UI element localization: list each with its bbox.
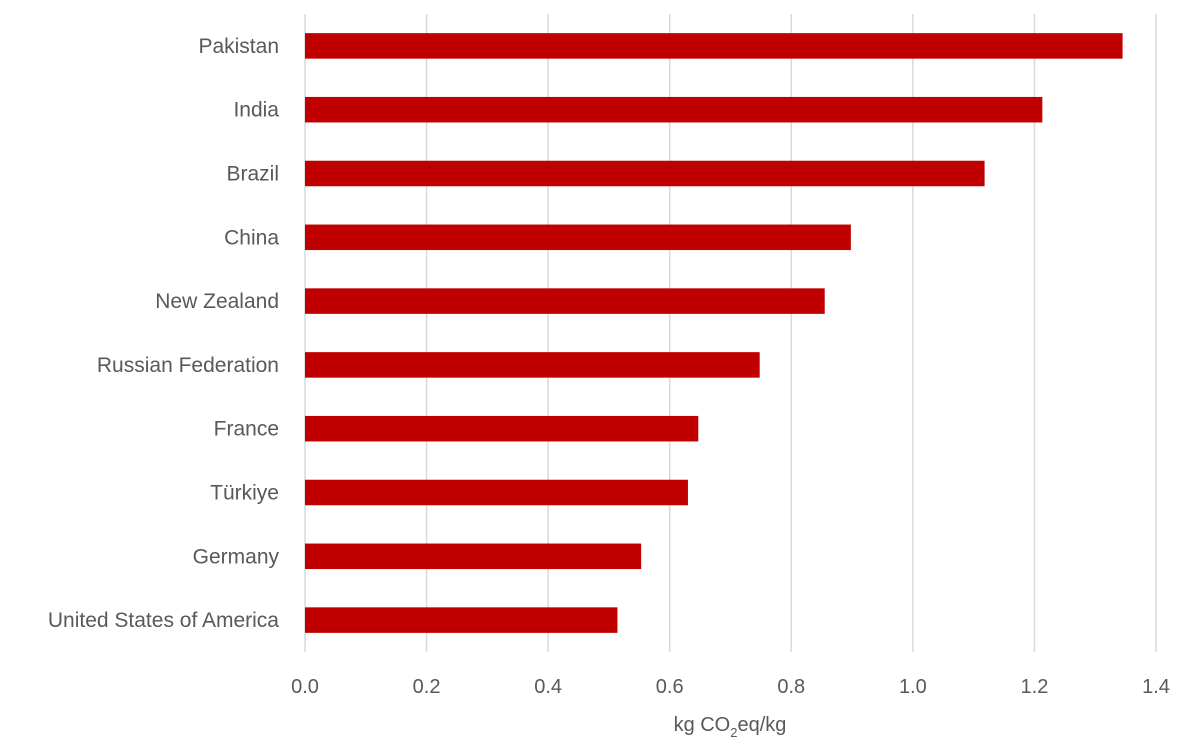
x-axis-title-prefix: kg CO bbox=[674, 714, 731, 736]
x-tick-label: 0.2 bbox=[413, 676, 441, 698]
x-tick-labels: 0.0 0.2 0.4 0.6 0.8 1.0 1.2 1.4 bbox=[291, 676, 1170, 698]
x-axis-title: kg CO2eq/kg bbox=[674, 714, 787, 740]
category-label: Türkiye bbox=[210, 482, 279, 505]
category-label: Brazil bbox=[226, 163, 279, 186]
bar bbox=[305, 288, 825, 314]
bar bbox=[305, 543, 642, 570]
category-label: Germany bbox=[193, 545, 280, 568]
bar bbox=[305, 479, 688, 506]
x-tick-label: 0.8 bbox=[777, 676, 805, 698]
bar bbox=[305, 96, 1043, 123]
category-label: Pakistan bbox=[198, 35, 279, 58]
x-tick-label: 1.4 bbox=[1142, 676, 1170, 698]
bars bbox=[305, 33, 1123, 633]
x-tick-label: 1.0 bbox=[899, 676, 927, 698]
category-label: India bbox=[233, 99, 279, 122]
x-tick-label: 0.0 bbox=[291, 676, 319, 698]
x-tick-label: 0.4 bbox=[534, 676, 562, 698]
category-label: United States of America bbox=[48, 609, 279, 632]
bar bbox=[305, 607, 618, 633]
category-label: France bbox=[214, 418, 279, 441]
x-tick-label: 1.2 bbox=[1021, 676, 1049, 698]
x-axis-title-suffix: eq/kg bbox=[737, 714, 786, 736]
bar bbox=[305, 224, 851, 251]
x-tick-label: 0.6 bbox=[656, 676, 684, 698]
category-label: China bbox=[224, 226, 279, 249]
category-labels: Pakistan India Brazil China New Zealand Russi… bbox=[48, 35, 280, 632]
category-label: Russian Federation bbox=[97, 354, 279, 377]
bar bbox=[305, 160, 985, 187]
x-axis-title-subscript: 2 bbox=[730, 725, 737, 740]
bar bbox=[305, 415, 699, 442]
category-label: New Zealand bbox=[155, 290, 279, 313]
bar bbox=[305, 352, 760, 378]
bar bbox=[305, 33, 1123, 59]
